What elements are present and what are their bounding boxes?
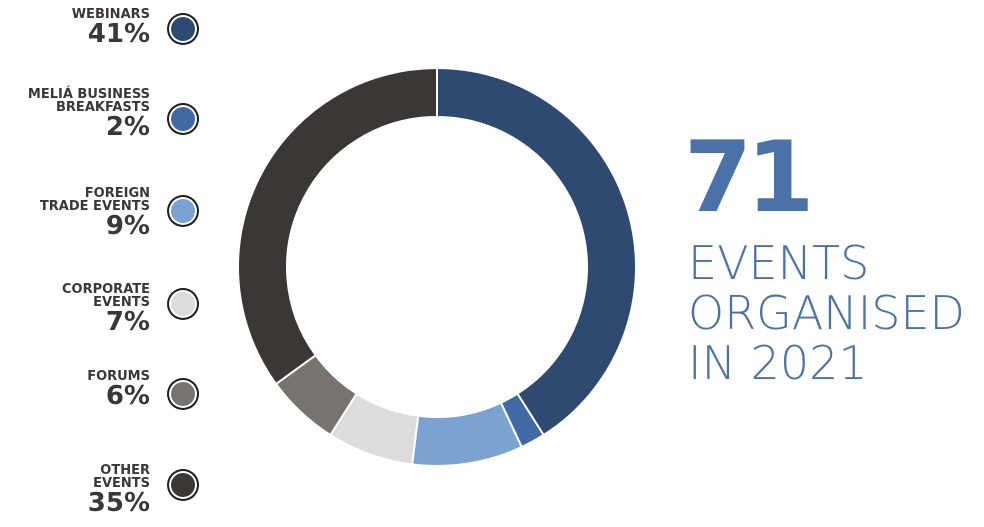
legend-label: WEBINARS	[71, 7, 150, 22]
legend-swatch-webinars	[171, 17, 195, 41]
donut-slice-other-events	[237, 66, 438, 386]
legend-percentage: 9%	[105, 211, 150, 241]
legend-percentage: 35%	[87, 488, 150, 518]
legend-percentage: 41%	[87, 19, 150, 49]
legend-label: OTHER EVENTS	[93, 463, 150, 491]
donut-slice-webinars	[436, 66, 637, 437]
legend-swatch-corporate-events	[171, 292, 195, 316]
legend-percentage: 2%	[105, 112, 150, 142]
legend-label: CORPORATE EVENTS	[62, 282, 150, 310]
legend-label: FORUMS	[87, 369, 150, 384]
legend-swatch-other-events	[171, 473, 195, 497]
events-count: 71	[684, 121, 814, 235]
legend-swatch-forums	[171, 382, 195, 406]
legend-percentage: 7%	[105, 307, 150, 337]
legend-label: MELIÁ BUSINESS BREAKFASTS	[27, 87, 150, 115]
legend-swatch-foreign-trade-events	[171, 199, 195, 223]
legend-percentage: 6%	[105, 381, 150, 411]
donut-slice-foreign-trade-events	[410, 401, 524, 467]
events-caption: EVENTS ORGANISED IN 2021	[688, 236, 965, 390]
legend-label: FOREIGN TRADE EVENTS	[39, 186, 150, 214]
legend-swatch-melia-business-breakfasts	[171, 107, 195, 131]
